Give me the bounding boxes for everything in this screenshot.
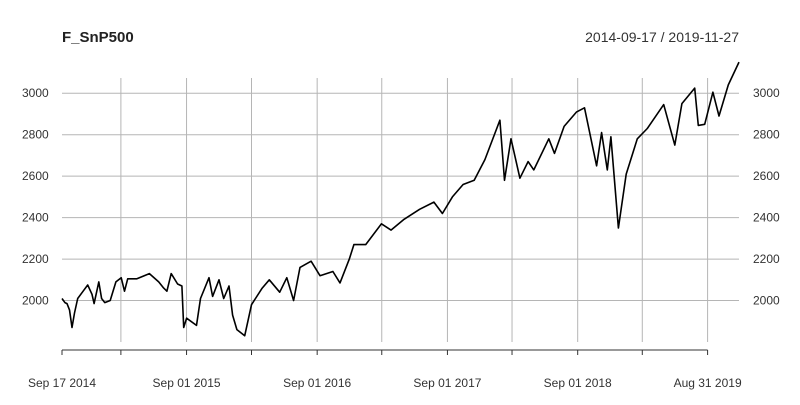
y-tick-label-left: 2600: [22, 169, 49, 183]
grid-layer: [62, 78, 739, 342]
x-tick-label: Aug 31 2019: [674, 376, 742, 390]
y-tick-label-right: 2200: [753, 252, 780, 266]
axis-layer: [61, 349, 709, 355]
series-layer: [61, 61, 740, 337]
y-tick-label-right: 3000: [753, 86, 780, 100]
chart-title: F_SnP500: [62, 29, 134, 46]
y-tick-label-right: 2600: [753, 169, 780, 183]
y-tick-label-left: 2800: [22, 128, 49, 142]
x-tick-label: Sep 17 2014: [28, 376, 96, 390]
date-range-label: 2014-09-17 / 2019-11-27: [585, 29, 739, 45]
y-tick-label-left: 2000: [22, 294, 49, 308]
x-tick-label: Sep 01 2017: [413, 376, 481, 390]
y-tick-label-right: 2800: [753, 128, 780, 142]
x-tick-label: Sep 01 2016: [283, 376, 351, 390]
tick-label-layer: 2000 2000 2200 2200 2400 2400 2600 2600 2800 2800…: [22, 86, 780, 390]
y-tick-label-right: 2000: [753, 294, 780, 308]
series-line: [61, 61, 740, 337]
y-tick-label-left: 2200: [22, 252, 49, 266]
x-tick-label: Sep 01 2018: [544, 376, 612, 390]
y-tick-label-left: 2400: [22, 211, 49, 225]
y-tick-label-left: 3000: [22, 86, 49, 100]
x-tick-label: Sep 01 2015: [153, 376, 221, 390]
y-tick-label-right: 2400: [753, 211, 780, 225]
